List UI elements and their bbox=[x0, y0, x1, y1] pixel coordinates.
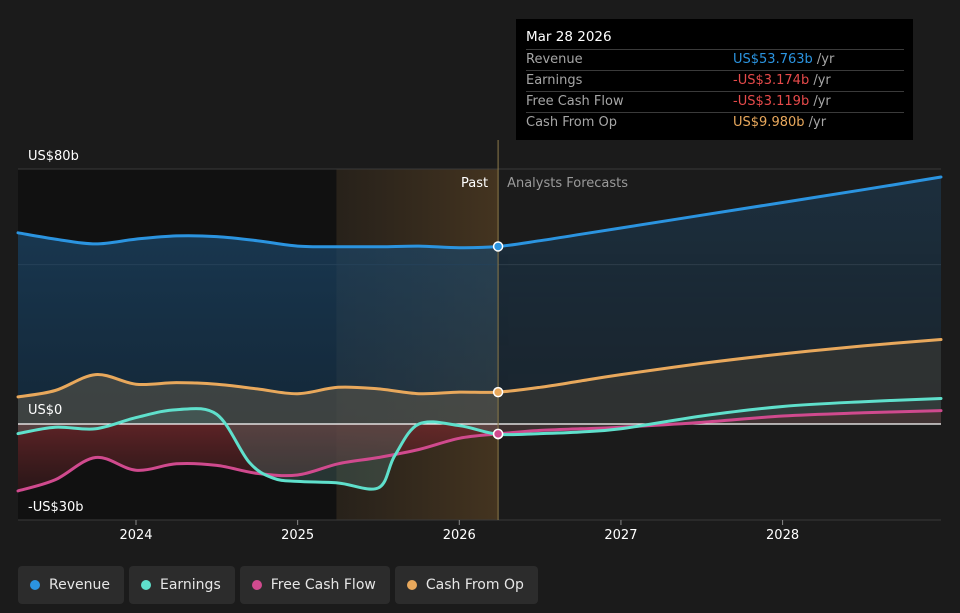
past-areas bbox=[18, 232, 499, 491]
series-line-revenue bbox=[16, 175, 943, 250]
tooltip-value: -US$3.119b /yr bbox=[733, 94, 831, 109]
y-tick-label-zero: US$0 bbox=[28, 403, 62, 418]
tooltip-label: Free Cash Flow bbox=[526, 94, 624, 109]
series-lines bbox=[16, 175, 943, 493]
legend-label: Earnings bbox=[159, 577, 221, 593]
past-label: Past bbox=[461, 176, 488, 191]
tooltip-row-fcf: Free Cash Flow -US$3.119b /yr bbox=[526, 92, 904, 113]
series-line-free-cash-flow bbox=[16, 409, 943, 493]
x-tick-label: 2026 bbox=[443, 528, 476, 543]
legend-label: Cash From Op bbox=[425, 577, 524, 593]
tooltip-date: Mar 28 2026 bbox=[526, 27, 904, 50]
legend: Revenue Earnings Free Cash Flow Cash Fro… bbox=[18, 566, 538, 604]
point-revenue[interactable] bbox=[492, 241, 504, 252]
legend-dot-icon bbox=[251, 580, 262, 590]
y-tick-label-top: US$80b bbox=[28, 149, 79, 164]
tooltip: Mar 28 2026 Revenue US$53.763b /yr Earni… bbox=[516, 19, 913, 140]
tooltip-row-revenue: Revenue US$53.763b /yr bbox=[526, 50, 904, 71]
y-tick-label-bottom: -US$30b bbox=[28, 500, 84, 515]
forecast-label: Analysts Forecasts bbox=[507, 176, 628, 191]
area-free-cash-flow bbox=[18, 424, 499, 491]
hover-dots[interactable] bbox=[492, 241, 504, 440]
legend-item-free-cash-flow[interactable]: Free Cash Flow bbox=[239, 566, 390, 604]
legend-item-earnings[interactable]: Earnings bbox=[128, 566, 235, 604]
tooltip-label: Cash From Op bbox=[526, 115, 618, 130]
tooltip-value: US$9.980b /yr bbox=[733, 115, 827, 130]
area-cash-from-op bbox=[18, 374, 499, 424]
point-cash-from-op[interactable] bbox=[492, 386, 504, 398]
tooltip-value: -US$3.174b /yr bbox=[733, 73, 831, 88]
legend-label: Revenue bbox=[49, 577, 110, 593]
legend-label: Free Cash Flow bbox=[270, 577, 376, 593]
legend-item-cash-from-op[interactable]: Cash From Op bbox=[394, 566, 538, 604]
tooltip-label: Earnings bbox=[526, 73, 583, 88]
legend-dot-icon bbox=[406, 580, 417, 590]
tooltip-label: Revenue bbox=[526, 52, 583, 67]
area-revenue bbox=[18, 232, 499, 424]
legend-item-revenue[interactable]: Revenue bbox=[18, 566, 124, 604]
tooltip-row-earnings: Earnings -US$3.174b /yr bbox=[526, 71, 904, 92]
x-tick-label: 2028 bbox=[766, 528, 799, 543]
tooltip-row-cfo: Cash From Op US$9.980b /yr bbox=[526, 113, 904, 133]
x-axis: 2024 2025 2026 2027 2028 bbox=[119, 520, 799, 543]
point-free-cash-flow[interactable] bbox=[492, 428, 504, 440]
area-earnings bbox=[18, 408, 499, 490]
tooltip-value: US$53.763b /yr bbox=[733, 52, 835, 67]
x-tick-label: 2024 bbox=[119, 528, 152, 543]
series-line-cash-from-op bbox=[16, 338, 943, 399]
series-line-earnings bbox=[16, 397, 943, 491]
legend-dot-icon bbox=[140, 580, 151, 590]
chart-svg: 2024 2025 2026 2027 2028 US$80b US$0 -US$30b… bbox=[16, 140, 943, 543]
legend-dot-icon bbox=[30, 580, 40, 590]
forecast-areas bbox=[498, 177, 941, 435]
x-tick-label: 2025 bbox=[281, 528, 314, 543]
area-earnings bbox=[498, 398, 941, 435]
area-revenue bbox=[498, 177, 941, 424]
x-tick-label: 2027 bbox=[604, 528, 637, 543]
